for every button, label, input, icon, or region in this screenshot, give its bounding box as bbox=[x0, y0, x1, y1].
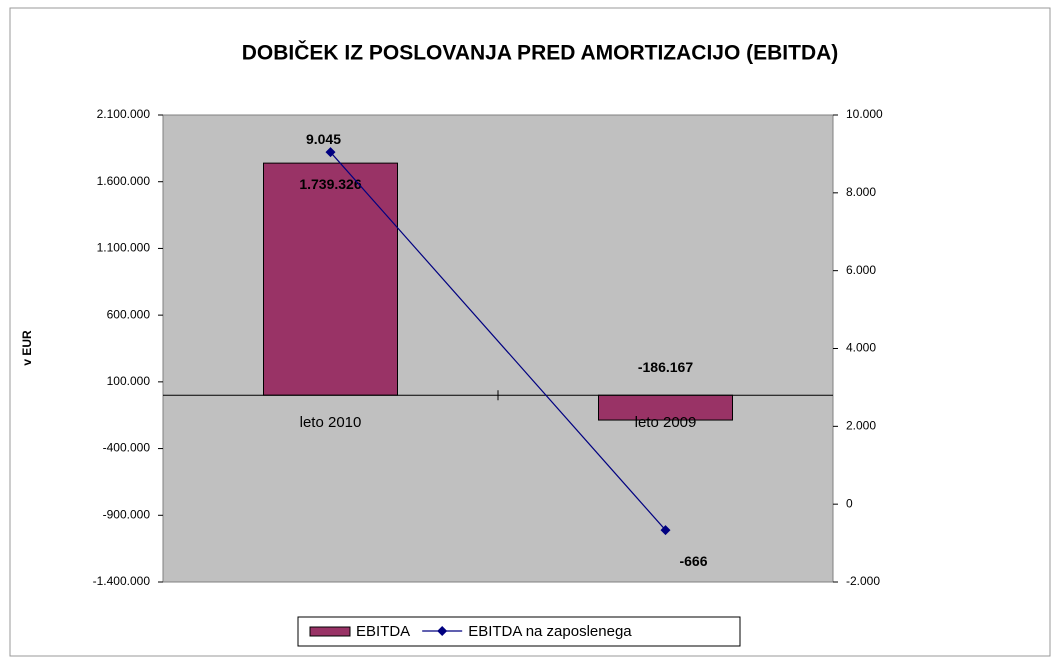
y2-tick-label: 6.000 bbox=[846, 263, 876, 277]
bar bbox=[263, 162, 398, 396]
y-tick-label: 600.000 bbox=[107, 307, 151, 321]
y-tick-label: 1.600.000 bbox=[97, 174, 151, 188]
y-tick-label: -400.000 bbox=[103, 441, 151, 455]
y2-tick-label: 2.000 bbox=[846, 419, 876, 433]
line bbox=[330, 151, 666, 531]
bar bbox=[598, 394, 733, 421]
legend-label: EBITDA na zaposlenega bbox=[468, 623, 632, 640]
y2-tick-label: 0 bbox=[846, 496, 853, 510]
y-tick-label: 100.000 bbox=[107, 374, 151, 388]
chart-title: DOBIČEK IZ POSLOVANJA PRED AMORTIZACIJO … bbox=[242, 41, 839, 65]
legend-label: EBITDA bbox=[356, 623, 410, 640]
legend: EBITDA EBITDA na zaposlenega bbox=[297, 616, 741, 647]
legend-box bbox=[297, 616, 741, 647]
bar-value-label: -186.167 bbox=[638, 359, 693, 375]
y-axis-label: v EUR bbox=[20, 330, 34, 366]
y-tick-label: 1.100.000 bbox=[97, 241, 151, 255]
y-tick-label: -900.000 bbox=[103, 507, 151, 521]
x-tick-label: leto 2010 bbox=[300, 414, 362, 431]
y2-tick-label: -2.000 bbox=[846, 574, 880, 588]
line-marker bbox=[325, 147, 336, 158]
y2-tick-label: 8.000 bbox=[846, 185, 876, 199]
y-tick-label: -1.400.000 bbox=[93, 574, 151, 588]
y2-tick-label: 10.000 bbox=[846, 107, 883, 121]
legend-swatch bbox=[309, 626, 351, 637]
y-tick-label: 2.100.000 bbox=[97, 107, 151, 121]
line-value-label: -666 bbox=[679, 553, 707, 569]
line-value-label: 9.045 bbox=[306, 131, 341, 147]
legend-marker bbox=[437, 626, 448, 636]
y2-tick-label: 4.000 bbox=[846, 341, 876, 355]
x-tick-label: leto 2009 bbox=[635, 414, 697, 431]
line-marker bbox=[660, 525, 671, 536]
bar-value-label: 1.739.326 bbox=[299, 176, 361, 192]
